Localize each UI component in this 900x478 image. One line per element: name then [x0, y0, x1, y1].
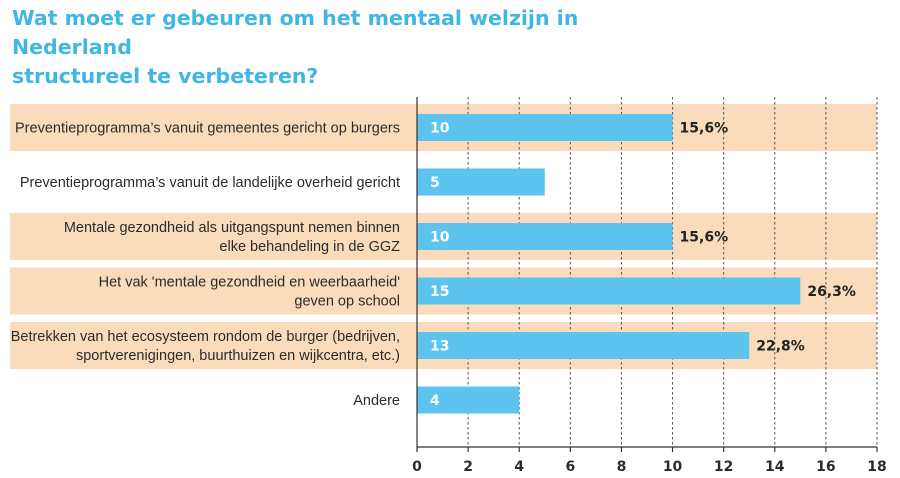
category-label: Betrekken van het ecosysteem rondom de b…: [11, 329, 400, 364]
bar: [417, 168, 545, 196]
bar-percent-label: 22,8%: [756, 339, 805, 355]
category-label-line: Andere: [353, 393, 400, 409]
x-tick-label: 18: [867, 459, 886, 475]
x-tick-label: 4: [514, 459, 524, 475]
x-tick-label: 0: [412, 459, 422, 475]
bar-value-label: 10: [430, 230, 450, 246]
bar: [417, 223, 673, 250]
bar-value-label: 15: [430, 284, 449, 300]
category-label-line: Preventieprogramma’s vanuit gemeentes ge…: [15, 121, 400, 137]
category-label: Andere: [353, 393, 400, 409]
bar-percent-label: 15,6%: [680, 121, 729, 137]
category-label: Het vak 'mentale gezondheid en weerbaarh…: [99, 275, 401, 310]
bar: [417, 332, 750, 359]
bar: [417, 386, 520, 414]
chart-title: Wat moet er gebeuren om het mentaal welz…: [12, 4, 612, 91]
x-tick-label: 2: [463, 459, 473, 475]
bar: [417, 277, 801, 305]
category-label-line: Mentale gezondheid als uitgangspunt neme…: [64, 220, 400, 236]
bar: [417, 114, 673, 141]
chart-title-line-1: Wat moet er gebeuren om het mentaal welz…: [12, 6, 579, 59]
x-tick-label: 10: [663, 459, 683, 475]
category-label-line: sportverenigingen, buurthuizen en wijkce…: [76, 348, 400, 364]
category-label-line: Betrekken van het ecosysteem rondom de b…: [11, 329, 400, 345]
bar-value-label: 5: [430, 175, 440, 191]
bar-value-label: 4: [430, 393, 440, 409]
category-label-line: Het vak 'mentale gezondheid en weerbaarh…: [99, 275, 401, 291]
category-label-line: Preventieprogramma’s vanuit de landelijk…: [20, 175, 400, 191]
category-label: Mentale gezondheid als uitgangspunt neme…: [64, 220, 400, 255]
category-label: Preventieprogramma’s vanuit de landelijk…: [20, 175, 400, 191]
bar-value-label: 10: [430, 121, 450, 137]
x-tick-label: 8: [617, 459, 627, 475]
x-tick-label: 14: [765, 459, 785, 475]
chart-title-line-2: structureel te verbeteren?: [12, 64, 319, 88]
bar-value-label: 13: [430, 339, 449, 355]
x-tick-label: 16: [816, 459, 835, 475]
category-label: Preventieprogramma’s vanuit gemeentes ge…: [15, 121, 400, 137]
bar-percent-label: 26,3%: [807, 284, 856, 300]
x-tick-label: 12: [714, 459, 733, 475]
category-label-line: geven op school: [294, 294, 400, 310]
x-tick-label: 6: [565, 459, 575, 475]
bar-percent-label: 15,6%: [680, 230, 729, 246]
category-label-line: elke behandeling in de GGZ: [219, 239, 400, 255]
